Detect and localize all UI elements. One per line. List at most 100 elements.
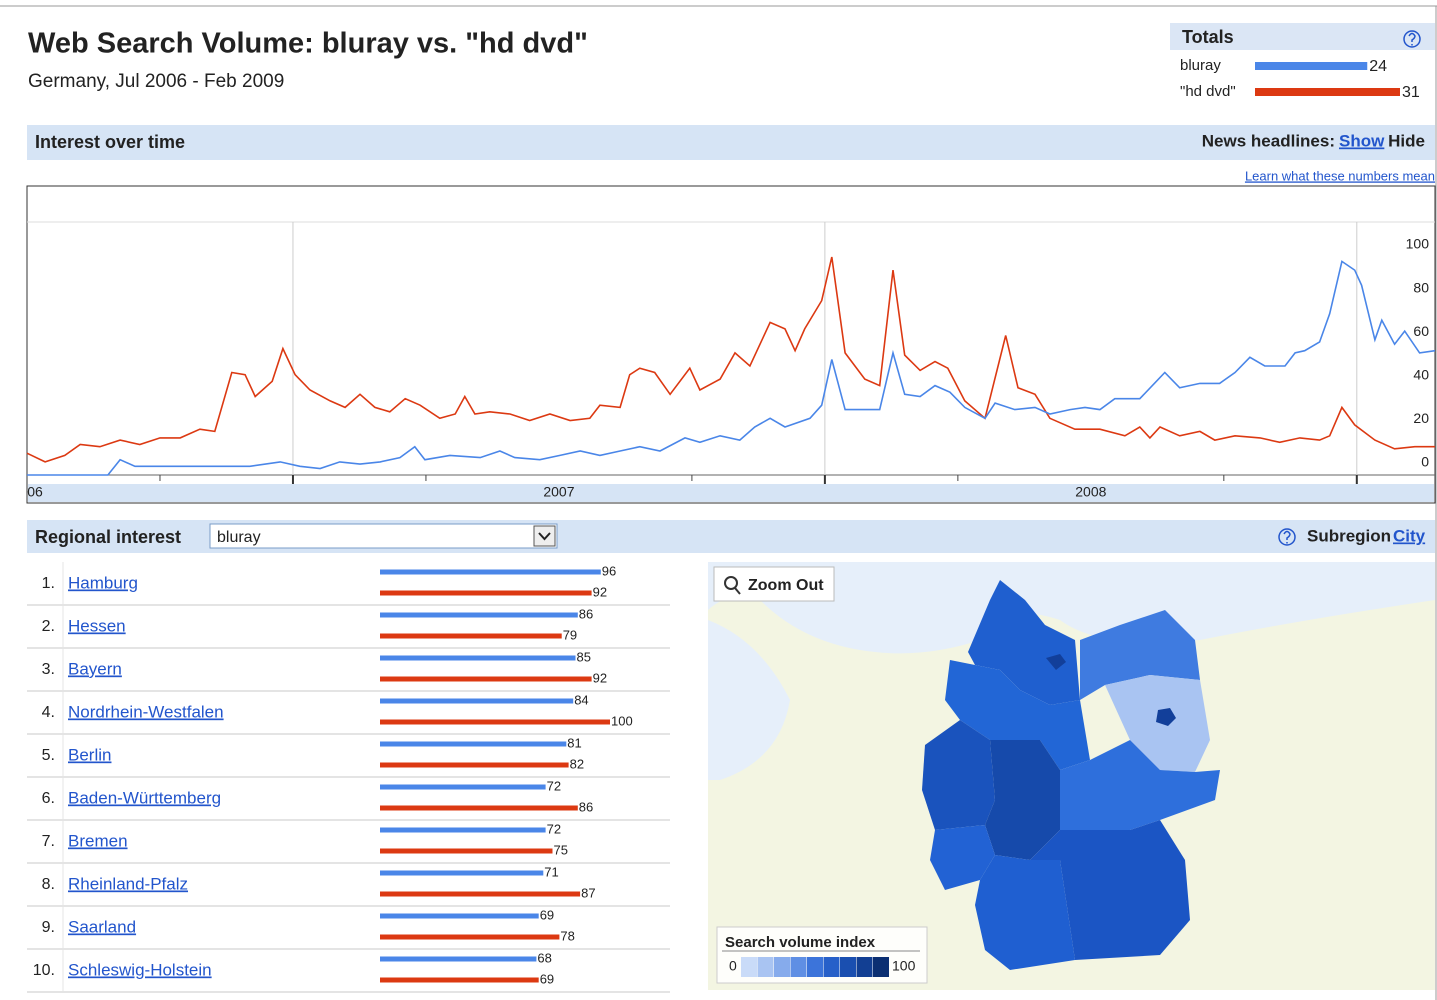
- bar: [380, 762, 569, 768]
- help-circle[interactable]: [1403, 30, 1421, 48]
- value-label: 79: [563, 627, 577, 642]
- rank: 6.: [42, 790, 55, 807]
- value-label: 78: [560, 928, 574, 943]
- rank: 8.: [42, 876, 55, 893]
- y-tick-label: 80: [1413, 279, 1429, 295]
- region-link[interactable]: Saarland: [68, 917, 136, 936]
- region-link[interactable]: Schleswig-Holstein: [68, 960, 212, 979]
- map-sea: [708, 562, 1435, 654]
- bar: [380, 891, 581, 897]
- bar: [380, 633, 562, 639]
- title: Web Search Volume: bluray vs. "hd dvd": [28, 28, 588, 60]
- region[interactable]: [1030, 820, 1190, 960]
- y-tick-label: 40: [1413, 367, 1429, 383]
- zoom-icon[interactable]: [734, 587, 741, 595]
- bar: [380, 698, 574, 704]
- dropdown-value[interactable]: bluray: [217, 529, 261, 546]
- region[interactable]: [1060, 740, 1220, 830]
- region[interactable]: [930, 825, 995, 890]
- dropdown[interactable]: bluray: [209, 523, 558, 549]
- region[interactable]: [1080, 610, 1200, 700]
- zoom-box[interactable]: [713, 566, 835, 602]
- rank: 1.: [42, 575, 55, 592]
- value-label: 92: [593, 670, 607, 685]
- region-link[interactable]: Hamburg: [68, 573, 138, 592]
- value-label: 71: [544, 864, 558, 879]
- bar: [380, 848, 553, 854]
- legend-swatch: [823, 957, 840, 977]
- legend-swatch: [757, 957, 774, 977]
- region[interactable]: [945, 660, 1090, 770]
- totals-title: Totals: [1182, 27, 1234, 47]
- legend-max: 100: [892, 958, 916, 974]
- region[interactable]: [975, 855, 1075, 970]
- help-circle[interactable]: [1278, 528, 1296, 546]
- zoom-button[interactable]: Zoom Out: [713, 566, 835, 602]
- dropdown-box[interactable]: [209, 523, 558, 549]
- region[interactable]: [985, 740, 1060, 860]
- zoom-label[interactable]: Zoom Out: [748, 577, 824, 594]
- dropdown-arrow[interactable]: [538, 532, 551, 541]
- legend-swatch: [790, 957, 807, 977]
- legend-swatch: [840, 957, 856, 977]
- dropdown-button[interactable]: [533, 525, 556, 547]
- region-link[interactable]: Nordrhein-Westfalen: [68, 702, 224, 721]
- legend-swatch: [807, 957, 823, 977]
- learn-link[interactable]: Learn what these numbers mean: [1245, 168, 1435, 183]
- legend-swatch: [873, 957, 889, 977]
- legend-label: "hd dvd": [1180, 83, 1236, 100]
- value-label: 69: [540, 907, 554, 922]
- bar: [380, 870, 544, 876]
- bar: [380, 655, 576, 661]
- rank: 3.: [42, 661, 55, 678]
- help-icon[interactable]: [1403, 30, 1421, 48]
- region[interactable]: [1046, 654, 1066, 670]
- map-sea: [708, 620, 790, 780]
- region-link[interactable]: Baden-Württemberg: [68, 788, 221, 807]
- value-label: 86: [579, 799, 593, 814]
- section-title: Regional interest: [35, 527, 181, 547]
- rank: 4.: [42, 704, 55, 721]
- region[interactable]: [922, 720, 995, 830]
- bar: [380, 805, 578, 811]
- bar: [380, 977, 539, 983]
- value-label: 87: [581, 885, 595, 900]
- region-link[interactable]: Berlin: [68, 745, 111, 764]
- value-label: 69: [540, 971, 554, 986]
- legend-title: Search volume index: [725, 934, 876, 951]
- zoom-icon[interactable]: [724, 576, 738, 590]
- rank: 9.: [42, 919, 55, 936]
- region-link[interactable]: Rheinland-Pfalz: [68, 874, 188, 893]
- region-link[interactable]: Bremen: [68, 831, 128, 850]
- city-link[interactable]: City: [1393, 526, 1426, 545]
- bar: [380, 719, 610, 725]
- bar: [380, 827, 546, 833]
- y-tick-label: 0: [1421, 454, 1429, 470]
- hide-label[interactable]: Hide: [1388, 131, 1425, 150]
- help-glyph[interactable]: [1283, 530, 1291, 544]
- chart-frame: [26, 185, 1436, 504]
- bar: [380, 934, 560, 940]
- legend-swatch: [741, 957, 757, 977]
- region-link[interactable]: Bayern: [68, 659, 122, 678]
- legend-min: 0: [729, 958, 737, 974]
- x-axis-strip: [28, 484, 1434, 502]
- line-series: [26, 256, 1435, 463]
- subregion-label: Subregion: [1307, 526, 1391, 545]
- region[interactable]: [968, 580, 1080, 705]
- value-label: 68: [537, 950, 551, 965]
- map[interactable]: Zoom Out Search volume index 0 100: [708, 562, 1435, 990]
- region[interactable]: [1105, 675, 1210, 772]
- value-label: 82: [570, 756, 584, 771]
- news-label: News headlines:: [1202, 131, 1335, 150]
- show-link[interactable]: Show: [1339, 131, 1385, 150]
- rank: 2.: [42, 618, 55, 635]
- region[interactable]: [1156, 708, 1176, 726]
- region-link[interactable]: Hessen: [68, 616, 126, 635]
- help-glyph[interactable]: [1408, 32, 1416, 46]
- value-label: 72: [547, 778, 561, 793]
- x-tick-label: 06: [27, 484, 43, 500]
- bar: [380, 590, 592, 596]
- bar: [380, 569, 601, 575]
